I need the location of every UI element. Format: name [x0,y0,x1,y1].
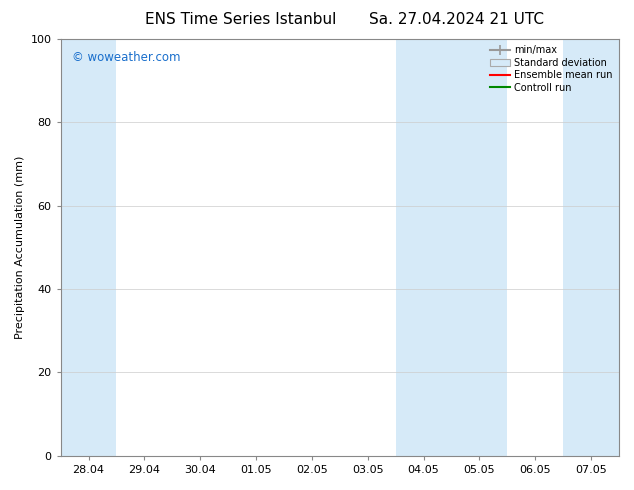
Bar [396,39,507,456]
Text: ENS Time Series Istanbul: ENS Time Series Istanbul [145,12,337,27]
Text: Sa. 27.04.2024 21 UTC: Sa. 27.04.2024 21 UTC [369,12,544,27]
Bar [563,39,624,456]
Legend: min/max, Standard deviation, Ensemble mean run, Controll run: min/max, Standard deviation, Ensemble me… [488,44,614,95]
Y-axis label: Precipitation Accumulation (mm): Precipitation Accumulation (mm) [15,156,25,339]
Bar [61,39,117,456]
Text: © woweather.com: © woweather.com [72,51,180,64]
